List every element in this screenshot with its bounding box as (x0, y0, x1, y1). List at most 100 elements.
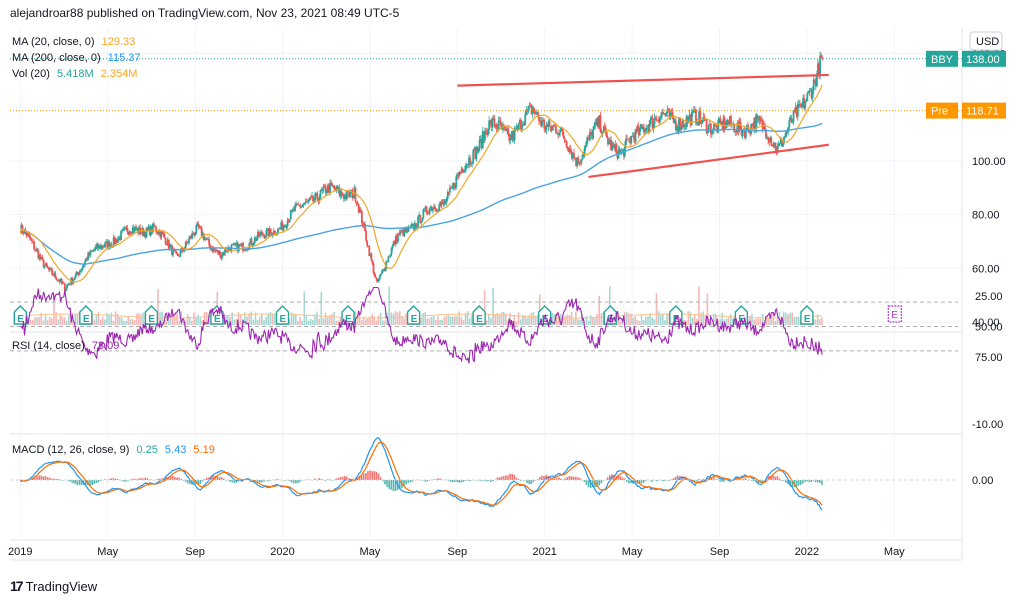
candle-body (283, 225, 286, 227)
candle-body (357, 204, 360, 213)
volume-bar (532, 311, 535, 325)
candle-body (607, 137, 609, 145)
candle-body (435, 209, 437, 212)
candle-body (213, 247, 216, 251)
candle-body (377, 278, 380, 282)
candle-body (298, 205, 301, 206)
candle-body (526, 109, 529, 112)
macd-hist-bar (161, 478, 163, 480)
volume-bar (104, 319, 106, 325)
volume-bar (131, 319, 134, 325)
tradingview-footer[interactable]: 17 TradingView (10, 578, 97, 594)
candle-body (34, 248, 37, 250)
candle-body (766, 137, 768, 139)
time-tick-label: 2020 (270, 546, 294, 558)
macd-hist-bar (608, 475, 611, 480)
candle-body (530, 105, 533, 115)
pre-price-tag-value-bg (962, 102, 1006, 119)
candle-body (406, 228, 409, 232)
candle-body (630, 136, 633, 144)
macd-hist-bar (804, 480, 806, 482)
candle-body (718, 118, 721, 121)
volume-bar (362, 316, 365, 325)
candle-body (332, 185, 335, 187)
volume-bar (719, 319, 721, 325)
candle-body (223, 252, 225, 255)
volume-bar (797, 318, 800, 325)
candle-body (541, 120, 544, 126)
volume-bar (297, 320, 299, 325)
macd-hist-bar (68, 480, 70, 482)
candle-body (65, 288, 67, 292)
candle-body (345, 194, 347, 199)
candle-body (547, 121, 550, 127)
candle-body (765, 129, 767, 138)
candle-body (473, 148, 476, 151)
earnings-label: E (280, 314, 287, 325)
candle-body (785, 131, 788, 137)
volume-bar (494, 314, 497, 325)
candle-body (159, 231, 162, 238)
macd-hist-bar (335, 478, 337, 480)
candle-body (671, 112, 674, 119)
macd-hist-bar (740, 479, 743, 481)
candle-body (753, 117, 756, 130)
macd-hist-bar (471, 479, 473, 481)
volume-bar (375, 320, 378, 325)
volume-bar (751, 313, 753, 325)
candle-body (238, 244, 241, 247)
candle-body (545, 125, 548, 131)
candle-body (278, 228, 281, 230)
candle-body (602, 126, 605, 133)
macd-hist-bar (44, 476, 47, 480)
macd-hist-bar (324, 480, 327, 481)
volume-bar (708, 318, 711, 325)
volume-bar (114, 311, 117, 325)
volume-bar (133, 319, 136, 325)
macd-hist-bar (212, 475, 214, 480)
macd-hist-bar (655, 480, 658, 482)
candle-body (522, 123, 524, 126)
candle-body (567, 148, 570, 153)
candle-body (224, 248, 226, 255)
candle-body (373, 273, 376, 277)
candle-body (815, 73, 818, 87)
candle-body (805, 100, 808, 102)
volume-bar (640, 314, 643, 325)
candle-body (170, 245, 172, 247)
macd-hist-bar (157, 479, 159, 480)
candle-body (182, 250, 185, 252)
candle-body (402, 229, 405, 237)
volume-bar (772, 313, 774, 325)
candle-body (44, 263, 47, 266)
volume-bar (638, 320, 641, 325)
macd-hist-bar (261, 480, 263, 483)
candle-body (105, 241, 108, 243)
macd-hist-bar (133, 478, 136, 480)
volume-bar (519, 319, 522, 325)
candle-body (580, 159, 583, 163)
volume-bar (441, 319, 444, 325)
volume-bar (659, 314, 662, 325)
candle-body (487, 129, 489, 135)
candle-body (27, 233, 30, 236)
candle-body (707, 125, 710, 133)
candles (20, 51, 824, 293)
macd-hist-bar (36, 476, 38, 480)
candle-body (130, 232, 133, 234)
candle-body (40, 257, 43, 260)
volume-bar (31, 320, 34, 325)
volume-bar (483, 290, 486, 325)
macd-hist-bar (787, 480, 789, 485)
volume-bar (460, 317, 463, 325)
candle-body (144, 232, 147, 238)
candle-body (808, 90, 811, 92)
candle-body (161, 231, 164, 234)
volume-bar (517, 312, 520, 325)
candle-body (235, 242, 238, 246)
candle-body (360, 211, 363, 223)
macd-hist-bar (693, 480, 696, 483)
candle-body (132, 227, 135, 232)
candle-body (546, 125, 549, 127)
